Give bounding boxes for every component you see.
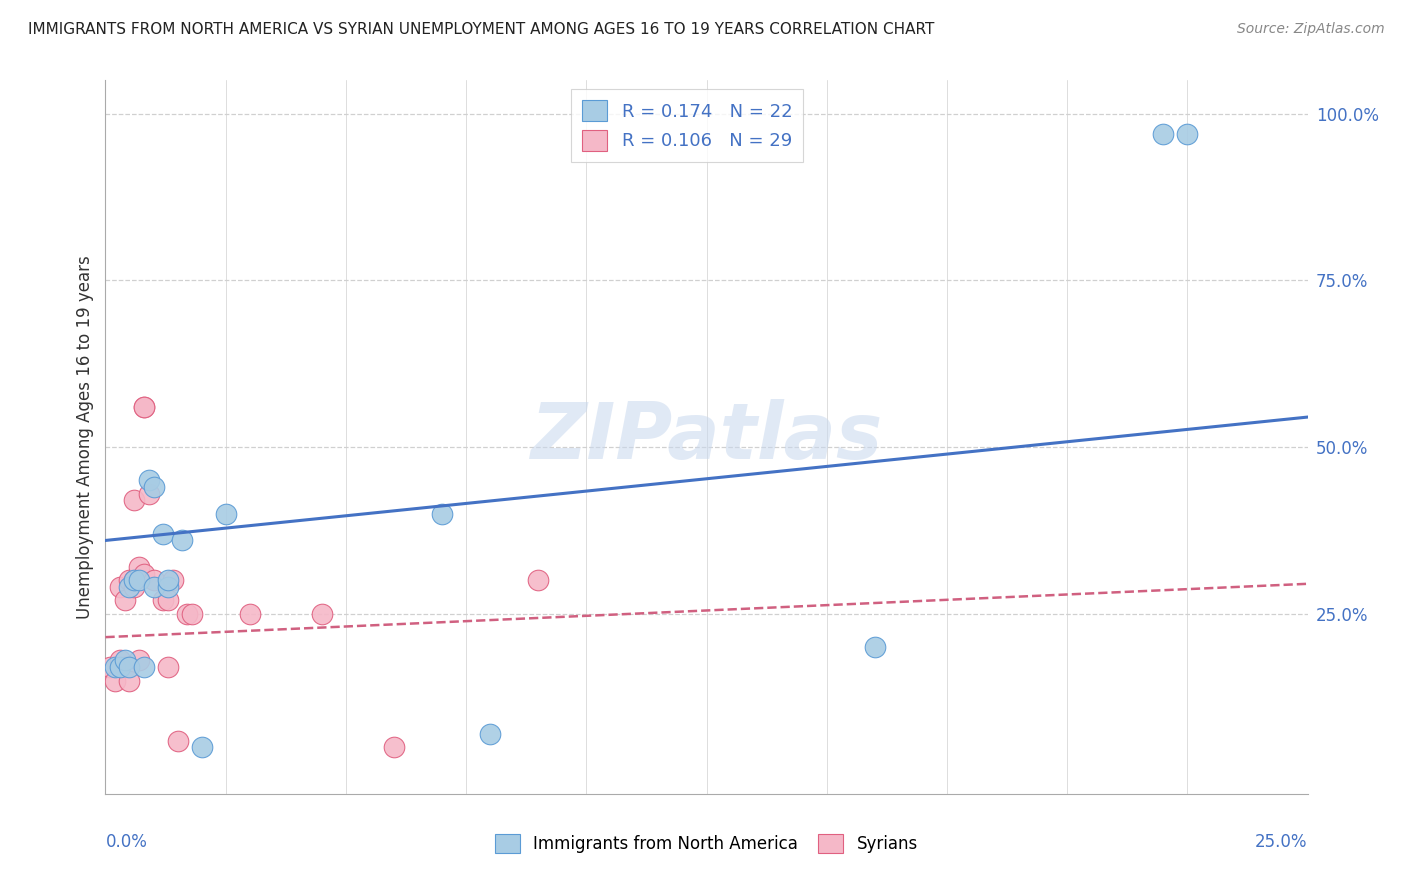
Text: 25.0%: 25.0% [1256, 833, 1308, 851]
Point [104, 673, 127, 688]
Point [132, 566, 155, 581]
Point [132, 660, 155, 674]
Point [108, 660, 131, 674]
Point [118, 673, 141, 688]
Point [142, 480, 165, 494]
Point [479, 727, 502, 741]
Point [128, 653, 150, 667]
Point [108, 580, 131, 594]
Point [190, 740, 212, 755]
Text: IMMIGRANTS FROM NORTH AMERICA VS SYRIAN UNEMPLOYMENT AMONG AGES 16 TO 19 YEARS C: IMMIGRANTS FROM NORTH AMERICA VS SYRIAN … [28, 22, 935, 37]
Point [98, 660, 121, 674]
Point [152, 593, 174, 607]
Text: 0.0%: 0.0% [105, 833, 148, 851]
Legend: R = 0.174   N = 22, R = 0.106   N = 29: R = 0.174 N = 22, R = 0.106 N = 29 [571, 89, 803, 161]
Point [166, 733, 188, 747]
Point [108, 653, 131, 667]
Point [1175, 127, 1198, 141]
Point [118, 660, 141, 674]
Point [114, 653, 136, 667]
Text: ZIPatlas: ZIPatlas [530, 399, 883, 475]
Point [181, 607, 204, 621]
Point [430, 507, 453, 521]
Point [128, 560, 150, 574]
Point [527, 574, 550, 588]
Point [132, 400, 155, 414]
Point [156, 593, 179, 607]
Point [114, 660, 136, 674]
Point [124, 493, 146, 508]
Point [124, 580, 146, 594]
Point [124, 574, 146, 588]
Point [1152, 127, 1174, 141]
Point [863, 640, 886, 655]
Point [142, 580, 165, 594]
Point [104, 660, 127, 674]
Point [138, 474, 160, 488]
Point [118, 580, 141, 594]
Point [118, 574, 141, 588]
Point [138, 487, 160, 501]
Point [311, 607, 333, 621]
Point [239, 607, 262, 621]
Text: Source: ZipAtlas.com: Source: ZipAtlas.com [1237, 22, 1385, 37]
Point [176, 607, 198, 621]
Point [214, 507, 236, 521]
Point [172, 533, 194, 548]
Point [156, 574, 179, 588]
Point [132, 400, 155, 414]
Y-axis label: Unemployment Among Ages 16 to 19 years: Unemployment Among Ages 16 to 19 years [76, 255, 94, 619]
Point [162, 574, 184, 588]
Point [152, 526, 174, 541]
Point [156, 660, 179, 674]
Point [156, 580, 179, 594]
Point [142, 574, 165, 588]
Point [124, 574, 146, 588]
Point [128, 574, 150, 588]
Point [114, 593, 136, 607]
Point [382, 740, 405, 755]
